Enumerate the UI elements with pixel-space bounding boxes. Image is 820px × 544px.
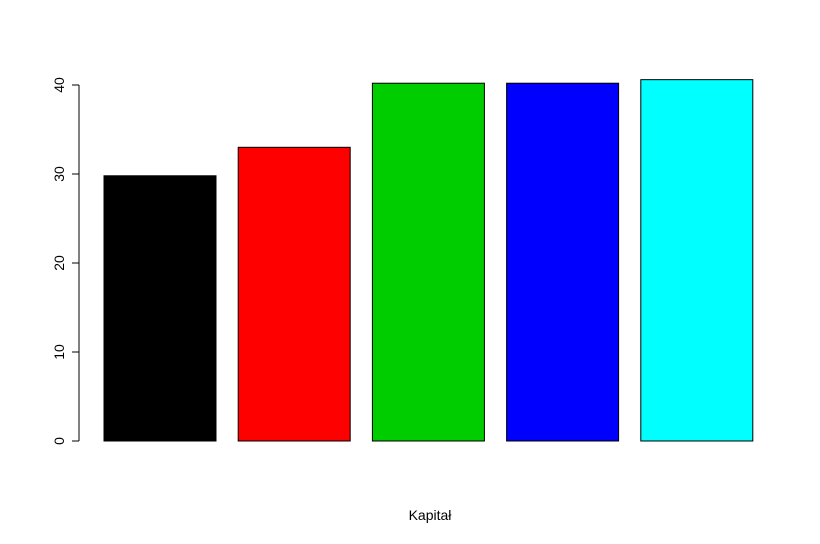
y-tick-label: 20 [51,255,67,271]
bar [371,82,485,442]
bar [640,79,754,442]
bar [237,146,351,442]
y-tick-label: 0 [51,437,67,445]
bars [103,79,754,442]
bar [103,175,217,442]
y-tick-label: 10 [51,344,67,360]
bar [506,82,620,442]
y-tick-label: 30 [51,166,67,182]
x-axis-title: Kapitał [409,507,453,523]
y-axis: 0 10 20 30 40 [51,77,80,445]
y-tick-label: 40 [51,77,67,93]
